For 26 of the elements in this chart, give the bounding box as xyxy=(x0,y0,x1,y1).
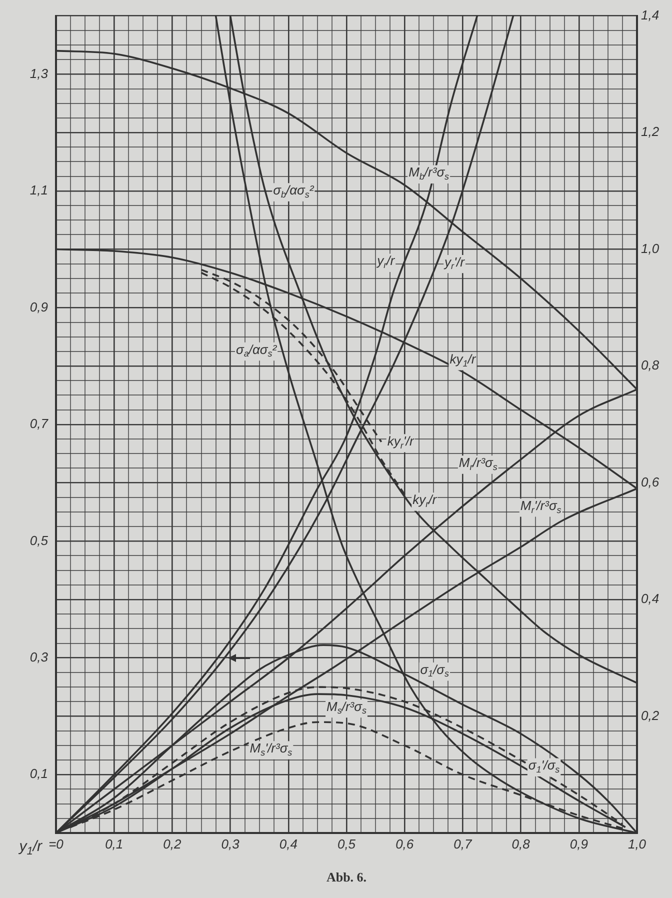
y2-tick-label: 1,2 xyxy=(641,124,660,140)
y-tick-label: 0,3 xyxy=(30,649,49,664)
x-tick-label: 0,8 xyxy=(512,836,531,852)
x-tick-label: 0,9 xyxy=(570,836,588,852)
y-tick-label: 1,3 xyxy=(30,66,49,81)
y2-tick-label: 0,4 xyxy=(641,591,660,606)
x-tick-label: 0,7 xyxy=(454,836,473,852)
x-tick-label: 0,3 xyxy=(221,836,240,852)
x-tick-label: 0,6 xyxy=(396,836,414,852)
x-tick-label: 0,5 xyxy=(337,836,356,852)
x-tick-label: 0,2 xyxy=(163,836,182,852)
y-tick-label: 0,7 xyxy=(30,416,49,432)
caption: Abb. 6. xyxy=(326,869,367,884)
y2-tick-label: 0,8 xyxy=(641,358,660,373)
x-tick-label: =0 xyxy=(48,836,64,852)
y2-tick-label: 0,2 xyxy=(641,708,660,723)
y2-tick-label: 0,6 xyxy=(641,474,660,490)
y-tick-label: 0,1 xyxy=(30,766,48,782)
y-tick-label: 1,1 xyxy=(30,182,48,198)
y-tick-label: 0,5 xyxy=(30,532,49,548)
y2-tick-label: 1,0 xyxy=(641,240,660,256)
y2-tick-label: 1,4 xyxy=(641,7,660,22)
x-tick-label: 1,0 xyxy=(628,836,647,852)
x-tick-label: 0,4 xyxy=(279,836,298,852)
x-tick-label: 0,1 xyxy=(105,836,124,852)
y-tick-label: 0,9 xyxy=(30,299,48,314)
